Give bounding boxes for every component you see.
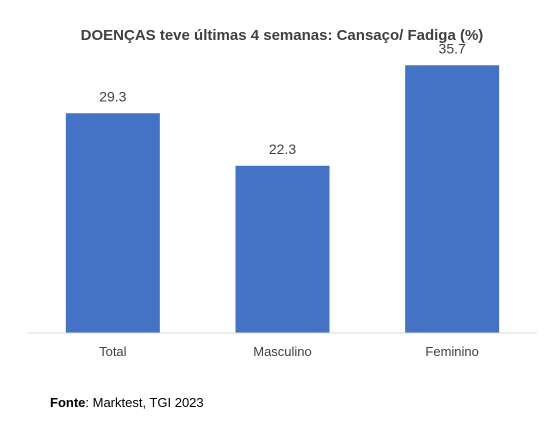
data-label-feminino: 35.7 <box>439 40 466 56</box>
bar-total <box>65 113 160 333</box>
category-label-masculino: Masculino <box>253 344 312 359</box>
category-label-total: Total <box>99 344 127 359</box>
source-note: Fonte: Marktest, TGI 2023 <box>50 395 204 410</box>
data-labels-group: 29.3 22.3 35.7 <box>99 40 466 157</box>
data-label-total: 29.3 <box>99 88 126 104</box>
source-text: : Marktest, TGI 2023 <box>85 395 204 410</box>
data-label-masculino: 22.3 <box>269 141 296 157</box>
category-labels-group: Total Masculino Feminino <box>99 344 479 359</box>
bars-group <box>65 65 500 333</box>
source-label: Fonte <box>50 395 86 410</box>
chart-title: DOENÇAS teve últimas 4 semanas: Cansaço/… <box>81 27 484 44</box>
bar-feminino <box>405 65 500 333</box>
bar-masculino <box>235 165 330 333</box>
category-label-feminino: Feminino <box>425 344 478 359</box>
